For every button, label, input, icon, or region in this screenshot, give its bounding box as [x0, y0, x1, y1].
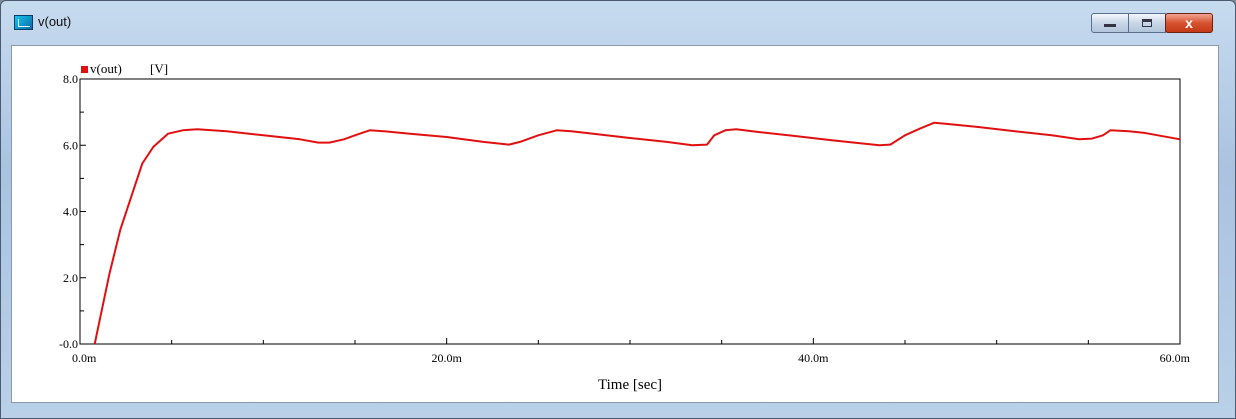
line-chart[interactable]: 0.0m 20.0m 40.0m 60.0m -0.0 2.0 4.0 6.0 8.0 v(ou…	[12, 46, 1218, 402]
plot-area[interactable]: 0.0m 20.0m 40.0m 60.0m -0.0 2.0 4.0 6.0 8.0 v(ou…	[11, 45, 1219, 403]
axis-ticks	[79, 78, 1181, 345]
legend-units: [V]	[150, 61, 168, 76]
legend-label: v(out)	[90, 61, 122, 76]
maximize-icon	[1142, 19, 1152, 27]
maximize-button[interactable]	[1128, 13, 1166, 33]
x-tick-label: 60.0m	[1160, 351, 1191, 365]
y-tick-label: 6.0	[63, 138, 78, 152]
x-tick-label: 40.0m	[798, 351, 829, 365]
close-icon: x	[1185, 15, 1193, 31]
minimize-icon	[1104, 24, 1116, 27]
plot-frame	[79, 78, 1181, 345]
plot-window-icon[interactable]	[14, 15, 33, 30]
series-line-vout[interactable]	[93, 121, 1181, 345]
legend-swatch	[81, 66, 88, 73]
title-bar[interactable]: v(out) x	[1, 1, 1235, 45]
minimize-button[interactable]	[1091, 13, 1129, 33]
x-axis-label: Time [sec]	[598, 377, 662, 393]
y-tick-label: 8.0	[63, 72, 78, 86]
axis-tick-labels: 0.0m 20.0m 40.0m 60.0m -0.0 2.0 4.0 6.0 8.0	[59, 72, 1191, 365]
y-tick-label: -0.0	[59, 337, 78, 351]
y-tick-label: 2.0	[63, 271, 78, 285]
window-title: v(out)	[38, 14, 72, 29]
x-tick-label: 0.0m	[72, 351, 97, 365]
x-tick-label: 20.0m	[431, 351, 462, 365]
y-tick-label: 4.0	[63, 205, 78, 219]
close-button[interactable]: x	[1165, 13, 1213, 33]
